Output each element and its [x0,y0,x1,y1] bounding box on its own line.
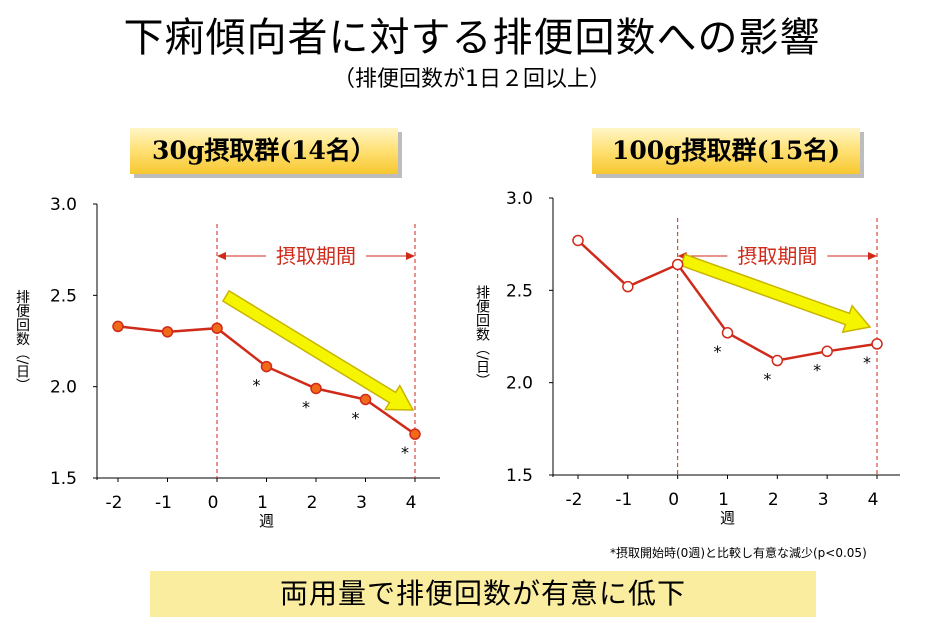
y-tick-label: 2.5 [506,281,533,301]
x-tick-label: -1 [155,493,172,513]
period-arrow-head-left [217,252,226,260]
significance-mark: * [714,342,722,361]
data-point [359,393,372,406]
period-label-bg [266,242,366,266]
data-point [161,326,174,338]
significance-mark: * [401,443,409,462]
group-label-100g: 100g摂取群(15名) [592,128,860,174]
x-tick-label: 4 [868,490,879,510]
period-label: 摂取期間 [737,244,817,268]
y-axis-label: 排便回数（/日） [474,285,490,388]
period-label-bg [727,242,828,266]
data-point [622,280,634,293]
x-tick-label: -2 [106,493,123,513]
group-label-30g: 30g摂取群(14名） [130,128,398,174]
significance-mark: * [253,376,261,395]
y-tick-label: 1.5 [50,469,77,489]
significance-footnote: *摂取開始時(0週)と比較し有意な減少(p<0.05) [610,546,867,560]
x-tick-label: 2 [307,493,318,513]
significance-mark: * [813,360,821,379]
significance-mark: * [352,408,360,427]
data-point [671,258,684,271]
y-tick-label: 1.5 [506,466,533,486]
data-point [721,327,734,339]
x-axis-label: 週 [720,509,735,527]
page-subtitle: （排便回数が1日２回以上） [333,67,611,92]
period-arrow-head-right [406,252,415,260]
data-point [211,322,223,334]
x-tick-label: -1 [615,490,632,510]
y-tick-label: 2.0 [506,374,533,394]
y-tick-label: 3.0 [50,195,77,215]
data-point [821,345,833,358]
x-tick-label: 0 [668,490,679,510]
y-axis-label: 排便回数（/日） [14,290,30,393]
y-tick-label: 2.0 [50,378,77,398]
data-point [871,338,883,350]
trend-arrow [680,253,872,334]
data-point [771,354,784,367]
significance-mark: * [863,353,871,372]
y-tick-label: 2.5 [50,286,77,306]
trend-arrow [221,289,415,411]
data-point [409,428,421,440]
x-tick-label: 1 [257,493,268,513]
data-point [260,360,273,373]
x-tick-label: 4 [406,493,417,513]
y-tick-label: 3.0 [506,189,533,209]
period-label: 摂取期間 [276,244,356,268]
x-tick-label: 2 [768,490,779,510]
significance-mark: * [763,370,771,389]
data-point [572,234,584,247]
page-title: 下痢傾向者に対する排便回数への影響 [123,15,821,61]
significance-mark: * [302,397,310,416]
x-tick-label: 3 [818,490,829,510]
x-tick-label: 3 [356,493,367,513]
data-point [112,320,124,333]
x-tick-label: -2 [566,490,583,510]
conclusion-banner: 両用量で排便回数が有意に低下 [150,571,816,617]
x-tick-label: 0 [208,493,219,513]
period-arrow-head-right [868,252,877,260]
data-point [310,382,322,395]
x-axis-label: 週 [259,512,274,530]
x-tick-label: 1 [718,490,729,510]
